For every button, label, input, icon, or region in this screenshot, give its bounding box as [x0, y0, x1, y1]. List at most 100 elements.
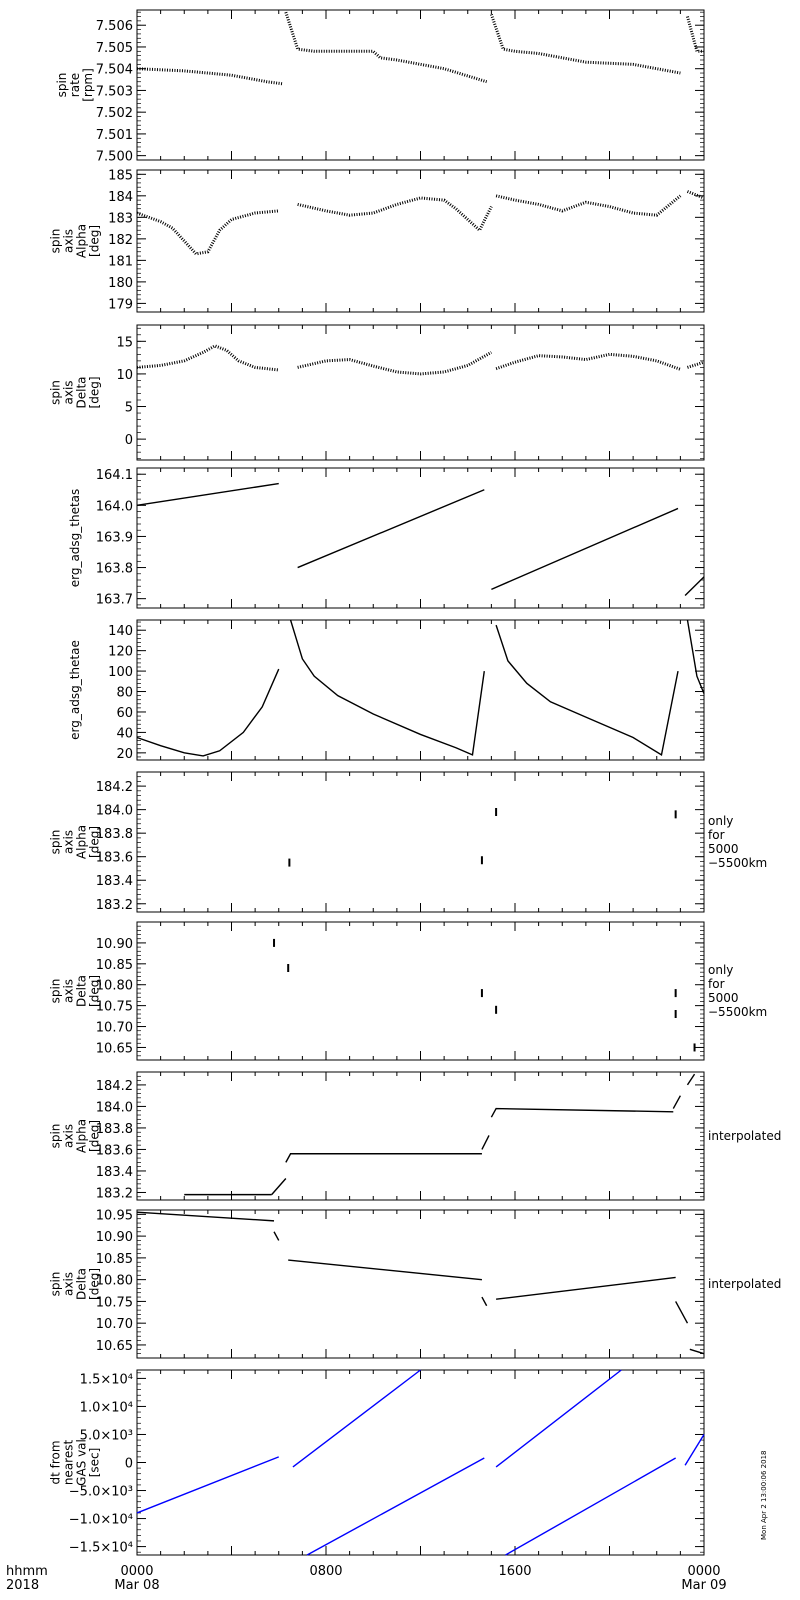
y-tick-label: 183.8	[96, 1122, 133, 1137]
y-tick-label: 10.70	[96, 1317, 133, 1332]
y-axis-label-line: Alpha	[75, 825, 89, 859]
y-tick-label: 10.75	[96, 1000, 133, 1015]
timestamp-note: Mon Apr 2 13:00:06 2018	[760, 1451, 768, 1540]
y-tick-label: 183.8	[96, 827, 133, 842]
right-note-line: −5500km	[708, 1005, 767, 1019]
panel-spin-axis-alpha: 179 180 181 182 183 184 185 spin axis Alpha [deg]	[49, 168, 705, 313]
data-point	[495, 1005, 498, 1014]
y-tick-label: −5.0×10³	[69, 1485, 133, 1500]
y-tick-label: 10.80	[96, 1274, 133, 1289]
x-tick-label: 0800	[309, 1564, 342, 1579]
series-line	[273, 1231, 280, 1241]
series-points	[686, 190, 705, 200]
x-tick-label: 0000	[120, 1564, 153, 1579]
right-note-line: interpolated	[708, 1129, 781, 1143]
x-tick-label: 0000	[687, 1564, 720, 1579]
panel-spin-axis-delta-5000: 10.65 10.70 10.75 10.80 10.85 10.90 spin axis De…	[49, 921, 767, 1061]
y-axis-label: erg_adsg_thetae	[68, 640, 82, 740]
series-line	[136, 668, 280, 757]
data-point	[674, 1010, 677, 1018]
y-tick-label: 183.2	[96, 1186, 133, 1201]
y-axis-label: spin axis Delta [deg]	[49, 1268, 102, 1300]
y-tick-label: 7.501	[96, 128, 133, 143]
y-tick-label: 183	[108, 211, 133, 226]
y-tick-label: 164.0	[96, 499, 133, 514]
y-tick-label: 163.8	[96, 562, 133, 577]
series-line	[297, 489, 485, 569]
series-line	[684, 1434, 705, 1466]
y-tick-label: 163.7	[96, 593, 133, 608]
panel-spin-axis-delta: 0 5 10 15 spin axis Delta [deg]	[49, 324, 705, 461]
right-note-line: only	[708, 963, 733, 977]
y-axis-label-line: Delta	[75, 1268, 89, 1300]
y-axis-label-line: erg_adsg_thetas	[68, 489, 82, 588]
right-note-line: only	[708, 814, 733, 828]
data-point	[674, 810, 677, 819]
y-tick-label: 0	[125, 1457, 133, 1472]
series-line	[136, 1211, 275, 1222]
y-axis-label-line: spin	[49, 979, 63, 1004]
series-line	[136, 1456, 280, 1514]
y-axis-label-line: Alpha	[75, 1119, 89, 1153]
y-tick-label: 183.2	[96, 898, 133, 913]
series-points	[686, 16, 704, 53]
y-tick-label: 10.70	[96, 1021, 133, 1036]
y-tick-label: 40	[116, 726, 133, 741]
series-line	[686, 619, 705, 694]
y-axis-label: spin axis Delta [deg]	[49, 376, 102, 408]
y-axis-label-line: [deg]	[88, 975, 102, 1007]
y-tick-label: 184.2	[96, 1079, 133, 1094]
data-point	[480, 989, 483, 998]
y-tick-label: 0	[125, 433, 133, 448]
panel-erg-adsg-thetae: 20 40 60 80 100 120 140 erg_adsg_thetae	[68, 619, 705, 762]
data-point	[287, 964, 290, 972]
y-axis-label-line: nearest	[62, 1440, 76, 1486]
y-axis-label-line: Delta	[75, 975, 89, 1007]
y-axis-label-line: [sec]	[88, 1448, 102, 1478]
y-axis-label-line: spin	[49, 229, 63, 254]
right-note-line: for	[708, 828, 725, 842]
footer-format-label: hhmm	[6, 1564, 48, 1579]
y-tick-label: 184.0	[96, 804, 133, 819]
y-tick-label: 183.4	[96, 1165, 133, 1180]
series-line	[271, 1178, 287, 1196]
y-tick-label: 20	[116, 747, 133, 762]
y-tick-label: 140	[108, 624, 133, 639]
y-axis-label-line: axis	[62, 830, 76, 854]
y-axis-label-line: Alpha	[75, 224, 89, 258]
y-axis-label-line: GAS val	[75, 1439, 89, 1486]
series-points	[297, 196, 493, 233]
y-tick-label: 7.504	[96, 63, 133, 78]
y-tick-label: 60	[116, 706, 133, 721]
series-points	[297, 351, 493, 376]
y-axis-label: spin rate [rpm]	[55, 68, 95, 102]
series-line	[285, 1153, 482, 1163]
series-line	[292, 1369, 421, 1468]
y-tick-label: 10.65	[96, 1339, 133, 1354]
series-line	[288, 1259, 482, 1281]
x-tick-date-label: Mar 09	[681, 1578, 726, 1593]
series-line	[490, 1107, 674, 1118]
y-axis-label-line: [deg]	[88, 225, 102, 257]
panel-spin-axis-alpha-5000: 183.2 183.4 183.6 183.8 184.0 184.2 spin axis Al…	[49, 771, 767, 913]
y-axis-label-line: axis	[62, 380, 76, 404]
y-tick-label: 164.1	[96, 468, 133, 483]
series-line	[481, 1135, 490, 1150]
series-line	[491, 507, 679, 590]
y-tick-label: 182	[108, 233, 133, 248]
series-points	[489, 13, 681, 75]
series-points	[136, 209, 279, 256]
y-axis-label-line: rate	[68, 73, 82, 97]
y-axis-label-line: Delta	[75, 376, 89, 408]
y-axis-label: spin axis Delta [deg]	[49, 975, 102, 1007]
y-tick-label: 10.80	[96, 979, 133, 994]
y-axis-label-line: dt from	[49, 1440, 63, 1484]
series-line	[289, 619, 485, 756]
y-axis-label: dt from nearest GAS val [sec]	[49, 1439, 102, 1486]
right-note-line: for	[708, 977, 725, 991]
y-tick-label: 179	[108, 297, 133, 312]
y-tick-label: 1.0×10⁴	[80, 1400, 133, 1415]
panel-erg-adsg-thetas: 163.7 163.8 163.9 164.0 164.1 erg_adsg_thetas	[68, 467, 705, 609]
y-tick-label: 10.95	[96, 1208, 133, 1223]
